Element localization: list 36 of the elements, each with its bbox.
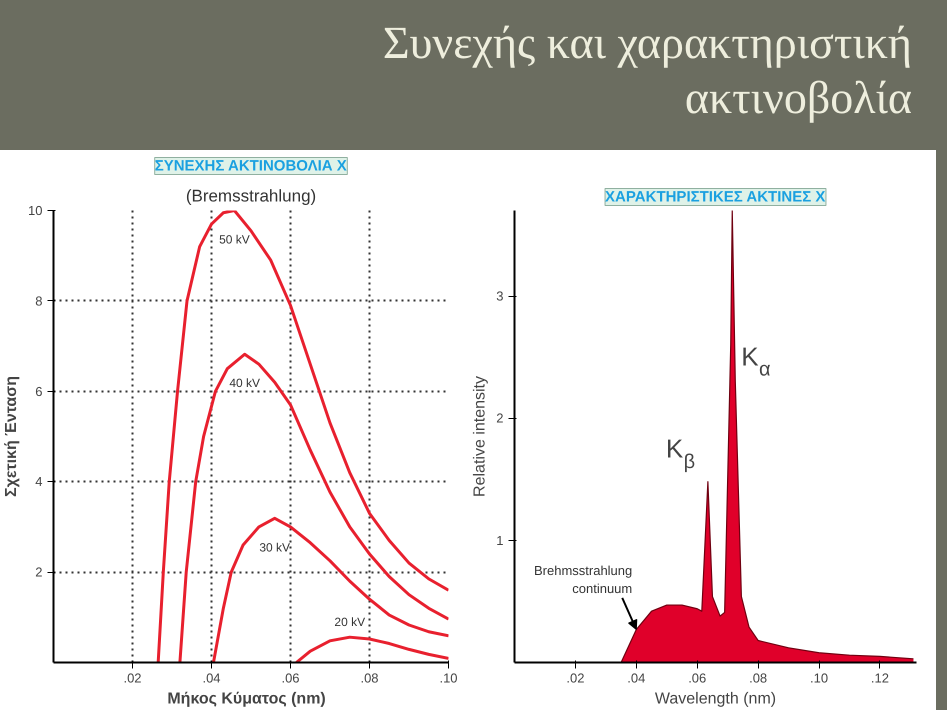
x-tick-label: .10 xyxy=(810,670,828,686)
y-tick-label: 2 xyxy=(496,410,504,426)
x-tick-label: .06 xyxy=(688,670,706,686)
y-axis-title: Σχετική Ένταση xyxy=(3,376,20,497)
text: (Bremsstrahlung) xyxy=(186,186,316,206)
chart-title: ΧΑΡΑΚΤΗΡΙΣΤΙΚΕΣ ΑΚΤΙΝΕΣ Χ xyxy=(605,188,826,206)
x-tick-label: .10 xyxy=(439,670,458,686)
line-series xyxy=(156,210,448,662)
text: Συνεχής και χαρακτηριστική ακτινοβολία xyxy=(382,16,912,126)
y-tick-label: 1 xyxy=(496,532,504,548)
x-tick-label: .12 xyxy=(870,670,889,686)
y-tick-label: 10 xyxy=(28,203,43,218)
annotation: Brehmsstrahlung continuum xyxy=(534,562,632,596)
y-tick-label: 6 xyxy=(35,384,43,399)
y-tick-label: 8 xyxy=(35,293,43,308)
y-tick-label: 2 xyxy=(35,564,43,580)
y-tick-label: 4 xyxy=(35,474,43,490)
series-label: 20 kV xyxy=(334,615,366,630)
series-label: 30 kV xyxy=(259,540,290,554)
x-axis-title: Μήκος Κύματος (nm) xyxy=(167,690,326,708)
line-series xyxy=(294,636,448,662)
x-tick-label: .06 xyxy=(281,670,300,686)
series-label: 50 kV xyxy=(219,232,250,246)
chart-title: ΣΥΝΕΧΗΣ ΑΚΤΙΝΟΒΟΛΙΑ Χ xyxy=(154,158,347,174)
y-tick-label: 3 xyxy=(496,288,504,304)
x-tick-label: .04 xyxy=(202,670,221,686)
line-series xyxy=(178,352,448,662)
x-tick-label: .08 xyxy=(749,670,768,686)
series-label: 40 kV xyxy=(229,376,260,390)
x-tick-label: .02 xyxy=(123,670,142,686)
x-axis-title: Wavelength (nm) xyxy=(654,690,776,708)
x-tick-label: .04 xyxy=(627,670,646,686)
line-series xyxy=(212,516,448,662)
y-axis-title: Relative intensity xyxy=(471,376,488,497)
x-tick-label: .02 xyxy=(566,670,584,686)
x-tick-label: .08 xyxy=(360,670,379,686)
